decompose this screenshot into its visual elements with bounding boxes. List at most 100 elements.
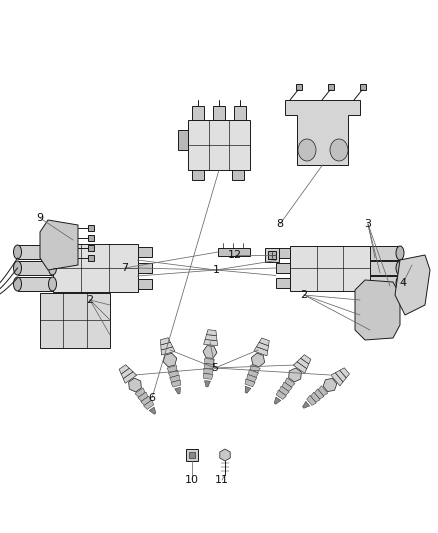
Bar xyxy=(138,263,152,273)
Polygon shape xyxy=(204,340,218,345)
Polygon shape xyxy=(289,368,301,382)
Bar xyxy=(296,84,302,90)
Polygon shape xyxy=(149,407,156,414)
Bar xyxy=(276,248,290,258)
Polygon shape xyxy=(123,372,137,383)
Polygon shape xyxy=(40,220,78,270)
Polygon shape xyxy=(251,353,265,367)
Polygon shape xyxy=(297,358,309,369)
Bar xyxy=(232,170,244,180)
Bar xyxy=(192,170,204,180)
Text: 6: 6 xyxy=(148,393,155,403)
Polygon shape xyxy=(161,347,175,355)
Polygon shape xyxy=(318,386,328,396)
Ellipse shape xyxy=(49,245,57,259)
Polygon shape xyxy=(119,365,129,374)
Polygon shape xyxy=(285,100,360,165)
Bar xyxy=(265,248,279,262)
Bar xyxy=(276,263,290,273)
Bar xyxy=(18,261,53,275)
Ellipse shape xyxy=(396,276,404,290)
Polygon shape xyxy=(331,373,343,386)
Polygon shape xyxy=(204,364,214,369)
Polygon shape xyxy=(138,392,148,401)
Text: 12: 12 xyxy=(228,250,242,260)
Polygon shape xyxy=(279,386,290,395)
Ellipse shape xyxy=(49,261,57,275)
Polygon shape xyxy=(259,338,269,346)
Text: 1: 1 xyxy=(212,265,219,275)
Bar xyxy=(88,255,94,261)
Polygon shape xyxy=(254,346,268,356)
Polygon shape xyxy=(340,368,350,378)
Bar xyxy=(360,84,366,90)
Bar xyxy=(88,245,94,251)
Polygon shape xyxy=(129,378,141,392)
Polygon shape xyxy=(293,362,307,373)
Ellipse shape xyxy=(14,277,21,291)
Bar xyxy=(18,245,53,259)
Polygon shape xyxy=(311,392,320,402)
Bar xyxy=(138,279,152,289)
Bar xyxy=(276,278,290,288)
Polygon shape xyxy=(171,380,181,387)
Polygon shape xyxy=(247,374,257,382)
Polygon shape xyxy=(205,381,211,387)
Text: 5: 5 xyxy=(212,363,219,373)
Polygon shape xyxy=(323,378,337,392)
Bar xyxy=(88,225,94,231)
Bar xyxy=(192,106,205,120)
Polygon shape xyxy=(274,397,281,404)
Polygon shape xyxy=(203,374,213,379)
Polygon shape xyxy=(314,389,324,399)
Ellipse shape xyxy=(298,139,316,161)
Bar xyxy=(88,235,94,241)
Polygon shape xyxy=(276,390,286,399)
Ellipse shape xyxy=(396,261,404,275)
Polygon shape xyxy=(163,353,177,367)
Polygon shape xyxy=(245,379,255,387)
Bar xyxy=(233,106,246,120)
Bar xyxy=(370,276,400,290)
Polygon shape xyxy=(170,375,180,382)
Polygon shape xyxy=(245,386,251,393)
Bar xyxy=(53,244,138,292)
Text: 2: 2 xyxy=(86,295,94,305)
Polygon shape xyxy=(285,378,295,387)
Ellipse shape xyxy=(14,245,21,259)
Polygon shape xyxy=(336,370,346,382)
Polygon shape xyxy=(282,382,292,391)
Bar xyxy=(370,246,400,260)
Polygon shape xyxy=(307,395,316,406)
Text: 2: 2 xyxy=(300,290,307,300)
Bar xyxy=(188,120,250,170)
Bar xyxy=(213,106,225,120)
Bar xyxy=(18,277,53,291)
Polygon shape xyxy=(168,370,178,377)
Text: 10: 10 xyxy=(185,475,199,485)
Polygon shape xyxy=(300,354,311,364)
Text: 9: 9 xyxy=(36,213,43,223)
Bar xyxy=(178,130,188,150)
Ellipse shape xyxy=(330,139,348,161)
Polygon shape xyxy=(121,368,133,378)
Bar xyxy=(40,293,110,348)
Polygon shape xyxy=(141,396,151,405)
Bar xyxy=(138,247,152,257)
Polygon shape xyxy=(135,388,145,397)
Bar xyxy=(290,246,370,290)
Text: 4: 4 xyxy=(399,278,406,288)
Text: 8: 8 xyxy=(276,219,283,229)
Bar xyxy=(189,452,195,458)
Polygon shape xyxy=(160,338,170,345)
Polygon shape xyxy=(250,365,260,373)
Bar xyxy=(328,84,334,90)
Polygon shape xyxy=(303,401,310,408)
Bar xyxy=(370,261,400,275)
Text: 7: 7 xyxy=(121,263,129,273)
Ellipse shape xyxy=(396,246,404,260)
Ellipse shape xyxy=(14,261,21,275)
Polygon shape xyxy=(175,387,180,394)
Ellipse shape xyxy=(49,277,57,291)
Polygon shape xyxy=(206,330,216,335)
